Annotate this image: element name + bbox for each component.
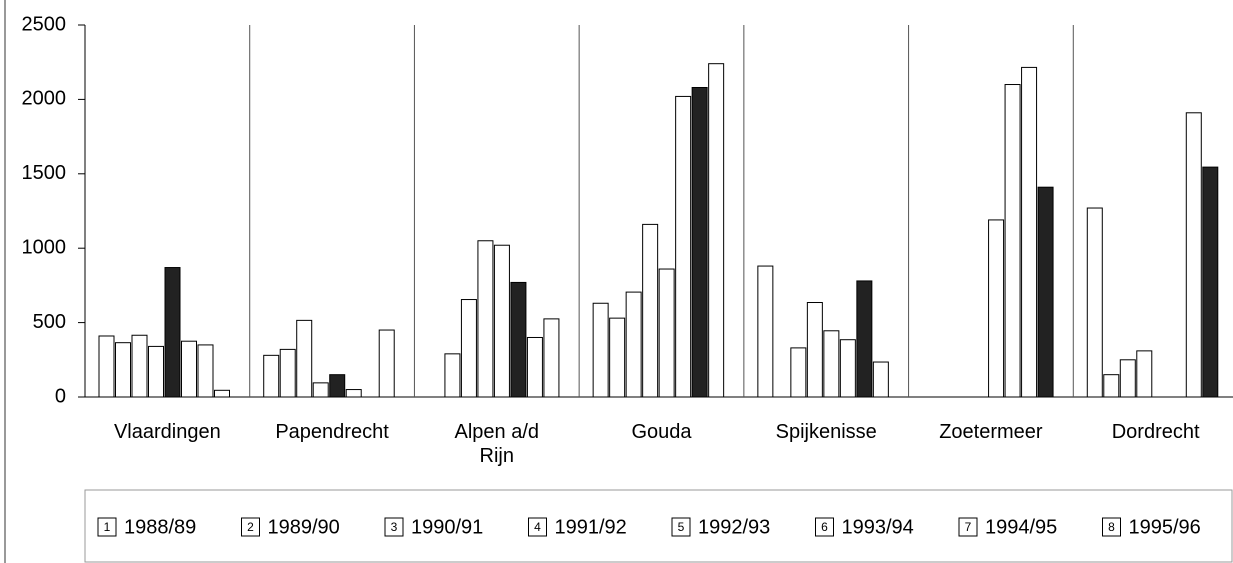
- x-tick-label-box: Spijkenisse: [775, 421, 877, 443]
- legend-marker: [528, 517, 547, 537]
- legend-marker: [97, 517, 117, 537]
- legend-marker-label: 8: [1108, 520, 1115, 534]
- legend-box: [84, 489, 1233, 563]
- bar: [148, 345, 164, 398]
- legend-marker-label: 6: [821, 520, 828, 534]
- bar: [609, 317, 626, 398]
- bar: [1185, 112, 1202, 398]
- bar: [493, 244, 510, 398]
- legend-label: 1992/93: [698, 516, 770, 538]
- x-tick-label: Vlaardingen: [113, 421, 221, 443]
- bar: [691, 86, 708, 398]
- legend-marker: [1102, 517, 1121, 537]
- legend-marker-label: 5: [678, 520, 685, 534]
- x-tick-label: Gouda: [631, 421, 692, 443]
- x-tick-label-box: Dordrecht: [1111, 421, 1200, 443]
- x-tick-label-box: Vlaardingen: [113, 421, 221, 443]
- bar: [988, 219, 1005, 398]
- legend-label: 1991/92: [555, 516, 627, 538]
- bar: [806, 302, 823, 398]
- legend-marker: [384, 517, 404, 537]
- bar: [823, 330, 840, 398]
- legend-marker: [958, 517, 978, 537]
- legend-marker-label: 2: [247, 520, 254, 534]
- bar: [1136, 350, 1153, 398]
- bar: [790, 347, 807, 398]
- legend-marker-label: 7: [965, 520, 972, 534]
- y-tick-label: 1500: [22, 162, 67, 184]
- bar: [131, 334, 148, 398]
- x-tick-label-box: Zoetermeer: [939, 421, 1043, 443]
- x-tick-label: Dordrecht: [1111, 421, 1200, 443]
- bar: [757, 265, 774, 398]
- y-tick-label: 500: [33, 311, 66, 333]
- bar: [708, 63, 725, 398]
- bar: [164, 267, 181, 398]
- y-tick-label: 0: [55, 385, 66, 407]
- bar: [1103, 374, 1120, 398]
- bar: [856, 280, 873, 398]
- legend-marker: [671, 517, 691, 537]
- bar: [329, 374, 346, 398]
- legend-label: 1990/91: [411, 516, 483, 538]
- bar: [444, 353, 461, 398]
- bar: [642, 223, 659, 398]
- bar: [312, 382, 329, 398]
- legend-marker: [241, 517, 260, 537]
- bar: [592, 302, 609, 398]
- legend-label: 1993/94: [842, 516, 914, 538]
- bar: [279, 348, 296, 398]
- bar: [477, 240, 494, 398]
- x-tick-label-box: Gouda: [631, 421, 692, 443]
- legend-marker-label: 4: [534, 520, 541, 534]
- bar: [839, 339, 856, 398]
- bar: [543, 318, 560, 398]
- bar: [296, 319, 313, 398]
- bar: [526, 336, 543, 398]
- bar: [1004, 84, 1021, 398]
- x-tick-label: Spijkenisse: [775, 421, 877, 443]
- legend-marker: [815, 517, 834, 537]
- x-tick-label-box: Alpen a/d Rijn: [454, 421, 540, 467]
- bar: [1119, 359, 1136, 398]
- bar: [214, 389, 230, 398]
- bar: [115, 342, 131, 398]
- y-tick-label: 2000: [22, 88, 67, 110]
- bar: [1021, 66, 1038, 398]
- bar: [345, 389, 362, 398]
- x-tick-label: Zoetermeer: [939, 421, 1043, 443]
- bar: [98, 335, 115, 398]
- x-tick-label-box: Papendrecht: [275, 421, 389, 443]
- legend-label: 1995/96: [1129, 516, 1201, 538]
- bar: [197, 344, 214, 398]
- y-tick-label: 2500: [22, 13, 67, 35]
- x-tick-label: Papendrecht: [275, 421, 389, 443]
- x-tick-label: Alpen a/d Rijn: [454, 421, 540, 467]
- legend-label: 1988/89: [124, 516, 196, 538]
- bar: [263, 354, 280, 398]
- bar: [460, 299, 477, 398]
- bar: [625, 291, 642, 398]
- y-tick-label: 1000: [22, 236, 67, 258]
- bar: [675, 95, 692, 398]
- legend-marker-label: 1: [104, 520, 111, 534]
- bar: [658, 268, 675, 398]
- legend-label: 1994/95: [985, 516, 1057, 538]
- bar: [181, 340, 197, 398]
- bar: [1086, 207, 1103, 398]
- bar: [1037, 186, 1054, 398]
- legend-marker-label: 3: [391, 520, 398, 534]
- bar: [510, 281, 527, 398]
- bar: [378, 329, 395, 398]
- legend-label: 1989/90: [268, 516, 340, 538]
- bar: [872, 361, 889, 398]
- bar: [1202, 166, 1219, 398]
